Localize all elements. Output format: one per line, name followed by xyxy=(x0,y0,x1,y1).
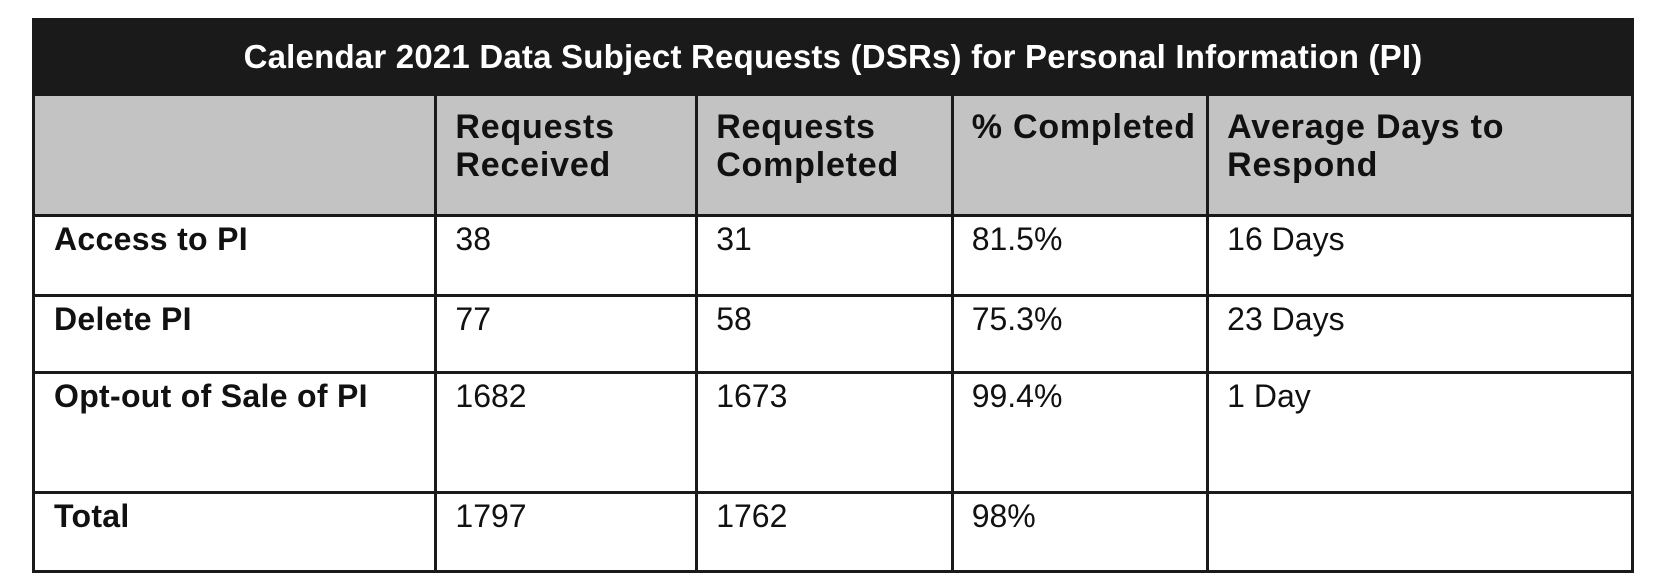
cell-requests-received: 38 xyxy=(434,214,699,297)
cell-requests-completed: 58 xyxy=(695,294,954,374)
header-percent-completed: % Completed xyxy=(950,93,1210,217)
cell-percent-completed: 99.4% xyxy=(950,371,1210,494)
row-label: Opt-out of Sale of PI xyxy=(31,371,438,494)
cell-percent-completed: 98% xyxy=(950,491,1210,573)
cell-requests-completed: 31 xyxy=(695,214,954,297)
header-requests-received: Requests Received xyxy=(434,93,699,217)
cell-requests-received: 77 xyxy=(434,294,699,374)
cell-requests-received: 1682 xyxy=(434,371,699,494)
cell-average-days: 1 Day xyxy=(1206,371,1634,494)
header-cell-blank xyxy=(31,93,438,217)
dsr-table: Calendar 2021 Data Subject Requests (DSR… xyxy=(31,18,1634,573)
row-label: Access to PI xyxy=(31,214,438,297)
table-row: Delete PI 77 58 75.3% 23 Days xyxy=(31,294,1634,374)
table-title: Calendar 2021 Data Subject Requests (DSR… xyxy=(32,18,1634,96)
cell-average-days: 23 Days xyxy=(1206,294,1634,374)
cell-percent-completed: 81.5% xyxy=(950,214,1210,297)
header-requests-completed: Requests Completed xyxy=(695,93,954,217)
table-row: Total 1797 1762 98% xyxy=(31,491,1634,573)
cell-requests-completed: 1762 xyxy=(695,491,954,573)
cell-requests-completed: 1673 xyxy=(695,371,954,494)
cell-average-days xyxy=(1206,491,1634,573)
header-row: Requests Received Requests Completed % C… xyxy=(31,93,1634,217)
row-label: Delete PI xyxy=(31,294,438,374)
table-row: Access to PI 38 31 81.5% 16 Days xyxy=(31,214,1634,297)
title-row: Calendar 2021 Data Subject Requests (DSR… xyxy=(32,18,1634,96)
header-average-days: Average Days to Respond xyxy=(1206,93,1634,217)
table-row: Opt-out of Sale of PI 1682 1673 99.4% 1 … xyxy=(31,371,1634,494)
cell-requests-received: 1797 xyxy=(434,491,699,573)
cell-percent-completed: 75.3% xyxy=(950,294,1210,374)
cell-average-days: 16 Days xyxy=(1206,214,1634,297)
row-label: Total xyxy=(31,491,438,573)
